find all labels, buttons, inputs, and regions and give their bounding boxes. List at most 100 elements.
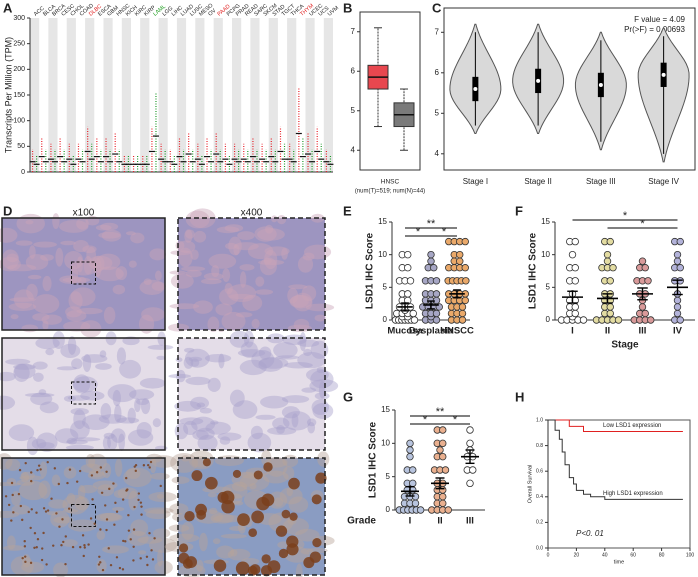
point (432, 277, 441, 285)
tissue-texture (210, 513, 234, 524)
tissue-texture (255, 276, 265, 287)
category-label: OV (207, 8, 217, 18)
stained-nucleus (315, 472, 327, 484)
stained-nucleus (53, 467, 57, 470)
point (606, 237, 614, 246)
stained-nucleus (118, 566, 122, 570)
stained-nucleus (19, 504, 23, 508)
panel-label: B (343, 0, 352, 15)
point (411, 499, 420, 508)
band (140, 18, 150, 172)
tissue-texture (130, 232, 145, 244)
tissue-texture (114, 458, 123, 477)
stained-nucleus (122, 539, 125, 543)
x-axis-label: Stage (611, 340, 639, 351)
tissue-texture (19, 475, 44, 481)
y-tick-label: 15 (541, 217, 550, 226)
tissue-texture (281, 395, 310, 404)
tissue-texture (118, 433, 126, 452)
tissue-texture (196, 427, 215, 440)
tissue-texture (299, 331, 307, 351)
tissue-texture (233, 244, 240, 256)
tissue-texture (134, 398, 141, 413)
legend-label: High LSD1 expression (603, 491, 663, 497)
y-tick-label: 0.2 (536, 520, 543, 526)
tissue-texture (74, 496, 90, 511)
stained-nucleus (78, 469, 82, 473)
point (466, 426, 474, 434)
tissue-texture (185, 269, 202, 278)
tissue-texture (207, 316, 220, 333)
point (609, 264, 617, 272)
stained-nucleus (52, 544, 55, 547)
micrograph-frame (177, 337, 326, 451)
point (676, 264, 684, 272)
tissue-texture (125, 231, 136, 236)
tissue-texture (171, 476, 190, 484)
stained-nucleus (134, 469, 138, 473)
tissue-texture (183, 420, 198, 436)
tissue-texture (21, 471, 35, 480)
tissue-texture (301, 285, 317, 302)
tissue-texture (10, 556, 34, 576)
y-tick-label: 0.6 (536, 469, 543, 475)
tissue-texture (191, 416, 216, 432)
tissue-texture (151, 281, 166, 291)
tissue-texture (32, 361, 48, 370)
tissue-texture (80, 390, 105, 401)
tissue-texture (233, 242, 259, 251)
stained-nucleus (248, 528, 258, 538)
band (250, 18, 260, 172)
y-tick-label: 5 (351, 106, 356, 115)
tissue-texture (184, 229, 193, 243)
point (603, 257, 612, 265)
stained-nucleus (129, 538, 132, 541)
point (462, 277, 470, 285)
y-tick-label: 5 (383, 282, 388, 291)
tissue-texture (71, 358, 83, 370)
tissue-texture (239, 359, 267, 376)
y-axis-label: LSD1 IHC Score (368, 421, 379, 498)
y-tick-label: 5 (386, 472, 391, 481)
point (410, 316, 419, 324)
stained-nucleus (100, 491, 104, 495)
median (473, 87, 478, 91)
tissue-texture (139, 377, 166, 389)
panel-label: H (515, 389, 524, 404)
tissue-texture (88, 255, 113, 271)
point (638, 303, 647, 311)
tissue-texture (20, 471, 30, 483)
tissue-texture (316, 366, 326, 374)
tissue-texture (107, 384, 137, 403)
tissue-texture (303, 348, 312, 357)
stained-nucleus (27, 510, 30, 514)
tissue-texture (208, 253, 237, 269)
tissue-texture (95, 224, 112, 231)
tissue-texture (156, 493, 165, 499)
tissue-texture (42, 275, 52, 292)
tissue-texture (267, 426, 297, 435)
y-tick-label: 150 (13, 92, 25, 99)
band (66, 18, 76, 172)
tissue-texture (112, 506, 125, 512)
tissue-texture (127, 429, 154, 446)
panel-label: G (343, 389, 353, 404)
tissue-texture (294, 528, 320, 542)
y-tick-label: 0 (21, 169, 25, 176)
stained-nucleus (24, 560, 27, 564)
tissue-texture (210, 420, 219, 425)
tissue-texture (156, 549, 164, 567)
tissue-texture (174, 400, 202, 412)
stained-nucleus (4, 495, 8, 498)
point (571, 309, 579, 318)
point (461, 264, 469, 272)
stained-nucleus (55, 512, 58, 515)
stained-nucleus (178, 543, 189, 553)
tissue-texture (196, 402, 206, 408)
point (571, 303, 579, 311)
tissue-texture (82, 354, 92, 373)
tissue-texture (239, 264, 255, 271)
tissue-texture (247, 432, 272, 453)
tissue-texture (228, 236, 242, 256)
tissue-texture (219, 288, 239, 306)
